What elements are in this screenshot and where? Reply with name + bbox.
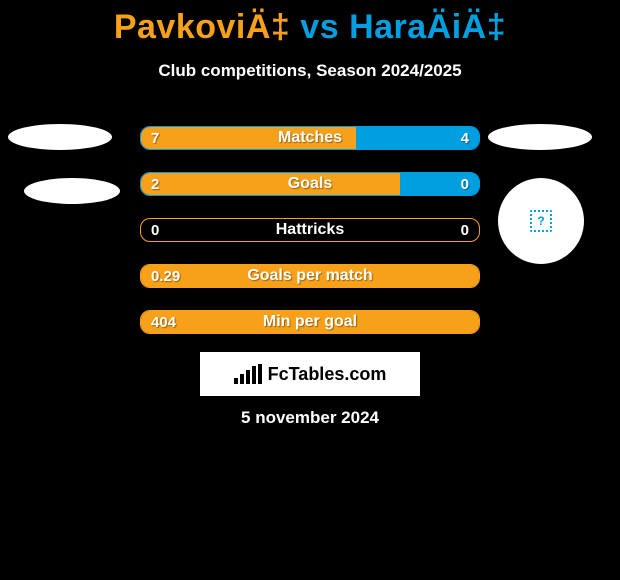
stat-label: Min per goal [141, 311, 479, 333]
stat-value-right: 0 [461, 173, 469, 195]
brand-text: FcTables.com [268, 364, 387, 385]
title: PavkoviÄ‡ vs HaraÄiÄ‡ [114, 8, 506, 46]
brand-badge: FcTables.com [200, 352, 420, 396]
player-right-name: HaraÄiÄ‡ [349, 8, 506, 46]
date-text: 5 november 2024 [0, 408, 620, 428]
player-left-name: PavkoviÄ‡ [114, 8, 291, 46]
comparison-card: PavkoviÄ‡ vs HaraÄiÄ‡ Club competitions,… [0, 0, 620, 81]
right-player-shape-1 [488, 124, 592, 150]
stat-row: 2Goals0 [140, 172, 480, 196]
stat-label: Matches [141, 127, 479, 149]
missing-image-glyph: ? [537, 214, 544, 228]
subtitle: Club competitions, Season 2024/2025 [0, 61, 620, 81]
brand-bars-icon [234, 364, 262, 384]
left-player-shape-2 [24, 178, 120, 204]
stat-value-right: 0 [461, 219, 469, 241]
stat-label: Hattricks [141, 219, 479, 241]
stat-value-right: 4 [461, 127, 469, 149]
stat-row: 0.29Goals per match [140, 264, 480, 288]
stat-label: Goals per match [141, 265, 479, 287]
stat-label: Goals [141, 173, 479, 195]
vs-text: vs [290, 8, 349, 46]
stat-row: 404Min per goal [140, 310, 480, 334]
missing-image-icon: ? [530, 210, 552, 232]
stat-row: 0Hattricks0 [140, 218, 480, 242]
title-row: PavkoviÄ‡ vs HaraÄiÄ‡ [0, 0, 620, 47]
stat-row: 7Matches4 [140, 126, 480, 150]
stat-bars: 7Matches42Goals00Hattricks00.29Goals per… [140, 126, 480, 356]
left-player-shape-1 [8, 124, 112, 150]
right-player-avatar: ? [498, 178, 584, 264]
